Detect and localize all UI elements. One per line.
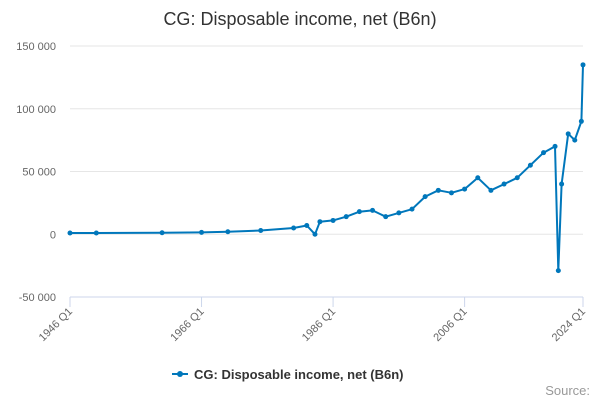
data-point[interactable] [527,162,533,168]
data-point[interactable] [422,194,428,200]
data-point[interactable] [541,150,547,156]
legend-symbol-marker [177,371,183,377]
x-tick-label: 1946 Q1 [37,306,75,344]
credits-text[interactable]: Source: [545,383,590,398]
data-point[interactable] [409,206,415,212]
data-point[interactable] [501,181,507,187]
y-tick-label: 50 000 [22,167,56,179]
data-point[interactable] [475,175,481,181]
data-point[interactable] [396,210,402,216]
data-point[interactable] [159,230,165,236]
legend-item-label[interactable]: CG: Disposable income, net (B6n) [194,367,403,382]
x-tick-label: 1966 Q1 [168,306,206,344]
y-tick-label: 150 000 [16,41,56,53]
data-point[interactable] [317,219,323,225]
data-point[interactable] [258,227,264,233]
data-point[interactable] [580,62,586,68]
data-point[interactable] [199,229,205,235]
data-point[interactable] [559,181,565,187]
data-point[interactable] [304,222,310,228]
legend[interactable]: CG: Disposable income, net (B6n) [172,367,403,382]
data-point[interactable] [552,143,558,149]
series-layer [67,62,586,274]
data-point[interactable] [370,207,376,213]
data-point[interactable] [578,118,584,124]
y-tick-label: 100 000 [16,104,56,116]
y-tick-label: 0 [50,229,56,241]
data-point[interactable] [312,231,318,237]
data-point[interactable] [565,131,571,137]
chart-title: CG: Disposable income, net (B6n) [163,9,436,29]
y-axis-tick-labels: -50 000 0 50 000 100 000 150 000 [16,41,56,304]
data-point[interactable] [555,268,561,274]
y-tick-label: -50 000 [19,292,56,304]
x-tick-label: 1986 Q1 [300,306,338,344]
series-line[interactable] [70,64,584,272]
x-axis: 1946 Q1 1966 Q1 1986 Q1 2006 Q1 2024 Q1 [37,296,588,344]
data-point[interactable] [225,229,231,235]
x-tick-label: 2006 Q1 [431,306,469,344]
data-point[interactable] [291,225,297,231]
data-point[interactable] [448,190,454,196]
data-point[interactable] [67,230,73,236]
data-point[interactable] [343,214,349,220]
x-tick-label: 2024 Q1 [550,306,588,344]
data-point[interactable] [488,187,494,193]
data-point[interactable] [435,187,441,193]
data-point[interactable] [383,214,389,220]
gridlines [70,45,583,298]
data-point[interactable] [514,175,520,181]
data-point[interactable] [572,137,578,143]
data-point[interactable] [93,230,99,236]
data-point[interactable] [462,186,468,192]
data-point[interactable] [356,209,362,215]
data-point[interactable] [330,217,336,223]
